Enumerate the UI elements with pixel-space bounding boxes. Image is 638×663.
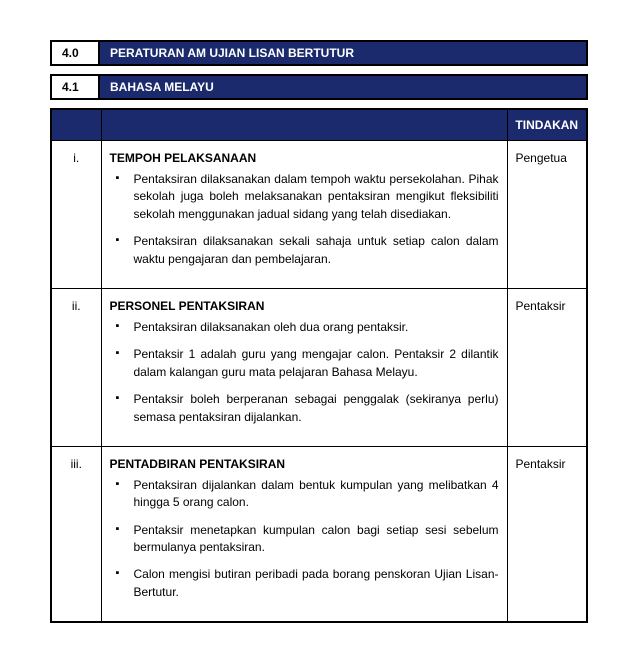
- th-blank-1: [51, 109, 101, 141]
- bullet-item: Pentaksir menetapkan kumpulan calon bagi…: [116, 522, 499, 557]
- section-title: TEMPOH PELAKSANAAN: [110, 151, 499, 165]
- th-blank-2: [101, 109, 507, 141]
- content-table: TINDAKAN i. TEMPOH PELAKSANAAN Pentaksiran…: [50, 108, 588, 623]
- bullet-item: Pentaksiran dilaksanakan oleh dua orang …: [116, 319, 499, 336]
- bullet-list: Pentaksiran dijalankan dalam bentuk kump…: [110, 477, 499, 601]
- header-title-4-0: PERATURAN AM UJIAN LISAN BERTUTUR: [100, 42, 586, 64]
- row-content: TEMPOH PELAKSANAAN Pentaksiran dilaksanak…: [101, 141, 507, 289]
- bullet-item: Pentaksir 1 adalah guru yang mengajar ca…: [116, 346, 499, 381]
- section-title: PENTADBIRAN PENTAKSIRAN: [110, 457, 499, 471]
- table-body: i. TEMPOH PELAKSANAAN Pentaksiran dilaksan…: [51, 141, 587, 623]
- row-content: PERSONEL PENTAKSIRAN Pentaksiran dilaksan…: [101, 288, 507, 446]
- table-row: i. TEMPOH PELAKSANAAN Pentaksiran dilaksan…: [51, 141, 587, 289]
- row-action: Pentaksir: [507, 288, 587, 446]
- row-num: iii.: [51, 446, 101, 622]
- header-title-4-1: BAHASA MELAYU: [100, 76, 586, 98]
- header-num-4-0: 4.0: [52, 42, 100, 64]
- row-action: Pentaksir: [507, 446, 587, 622]
- bullet-list: Pentaksiran dilaksanakan dalam tempoh wa…: [110, 171, 499, 268]
- row-num: i.: [51, 141, 101, 289]
- table-row: iii. PENTADBIRAN PENTAKSIRAN Pentaksiran d…: [51, 446, 587, 622]
- row-action: Pengetua: [507, 141, 587, 289]
- header-num-4-1: 4.1: [52, 76, 100, 98]
- section-title: PERSONEL PENTAKSIRAN: [110, 299, 499, 313]
- row-num: ii.: [51, 288, 101, 446]
- table-header-row: TINDAKAN: [51, 109, 587, 141]
- bullet-item: Calon mengisi butiran peribadi pada bora…: [116, 566, 499, 601]
- bullet-item: Pentaksiran dijalankan dalam bentuk kump…: [116, 477, 499, 512]
- bullet-item: Pentaksiran dilaksanakan sekali sahaja u…: [116, 233, 499, 268]
- table-row: ii. PERSONEL PENTAKSIRAN Pentaksiran dilak…: [51, 288, 587, 446]
- bullet-item: Pentaksir boleh berperanan sebagai pengg…: [116, 391, 499, 426]
- row-content: PENTADBIRAN PENTAKSIRAN Pentaksiran dijal…: [101, 446, 507, 622]
- header-bar-4-0: 4.0 PERATURAN AM UJIAN LISAN BERTUTUR: [50, 40, 588, 66]
- bullet-list: Pentaksiran dilaksanakan oleh dua orang …: [110, 319, 499, 426]
- bullet-item: Pentaksiran dilaksanakan dalam tempoh wa…: [116, 171, 499, 223]
- th-action: TINDAKAN: [507, 109, 587, 141]
- header-bar-4-1: 4.1 BAHASA MELAYU: [50, 74, 588, 100]
